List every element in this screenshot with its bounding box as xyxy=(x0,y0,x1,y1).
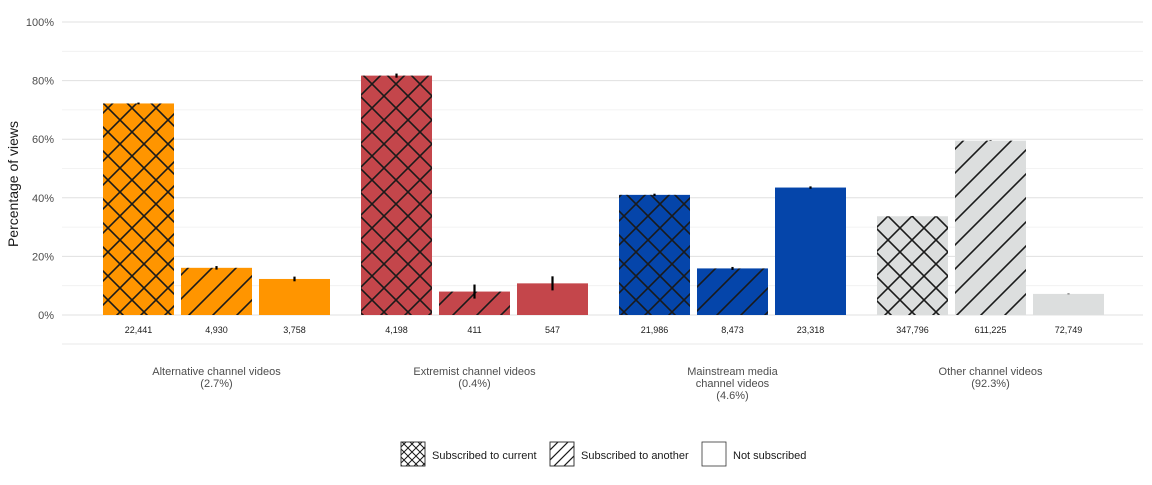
x-group-label: Alternative channel videos (2.7%) xyxy=(152,366,281,390)
bars xyxy=(103,73,1104,315)
bar-count-label: 4,198 xyxy=(385,325,408,335)
x-group-label: Mainstream media channel videos (4.6%) xyxy=(687,366,778,402)
bar-count-label: 411 xyxy=(467,325,481,335)
bar xyxy=(259,278,330,315)
legend-label: Subscribed to another xyxy=(581,450,689,462)
y-axis-title: Percentage of views xyxy=(5,121,21,247)
legend-label: Subscribed to current xyxy=(432,450,537,462)
y-tick-label: 60% xyxy=(32,134,54,146)
bar-count-label: 21,986 xyxy=(641,325,669,335)
bar-count-label: 8,473 xyxy=(721,325,744,335)
bar-count-label: 547 xyxy=(545,325,560,335)
x-group-label: Other channel videos (92.3%) xyxy=(939,366,1043,390)
bar xyxy=(775,187,846,315)
x-group-label: Extremist channel videos (0.4%) xyxy=(413,366,536,390)
bar-pattern xyxy=(619,194,690,315)
y-tick-label: 20% xyxy=(32,251,54,263)
y-tick-label: 80% xyxy=(32,76,54,88)
y-tick-label: 0% xyxy=(38,310,54,322)
bar-count-label: 611,225 xyxy=(975,325,1007,335)
gridlines xyxy=(62,21,1143,345)
y-tick-label: 40% xyxy=(32,193,54,205)
bar-pattern xyxy=(697,268,768,315)
bar-pattern xyxy=(361,75,432,315)
x-axis: Alternative channel videos (2.7%) Extremis… xyxy=(152,366,1043,402)
legend: Subscribed to current Subscribed to anoth… xyxy=(400,441,806,467)
legend-swatch xyxy=(701,441,727,467)
legend-swatch-pattern xyxy=(549,441,575,467)
bar-pattern xyxy=(877,216,948,315)
bar xyxy=(1033,293,1104,315)
bar-count-label: 23,318 xyxy=(797,325,825,335)
bar-count-label: 22,441 xyxy=(125,325,153,335)
bar-pattern xyxy=(955,140,1026,315)
legend-swatch-pattern xyxy=(400,441,426,467)
legend-label: Not subscribed xyxy=(733,450,806,462)
bar-pattern xyxy=(103,103,174,315)
bar-count-label: 347,796 xyxy=(896,325,929,335)
y-axis: 0% 20% 40% 60% 80% 100% xyxy=(26,17,54,322)
y-tick-label: 100% xyxy=(26,17,54,29)
count-labels: 22,441 4,930 3,758 4,198 411 547 21,986 8,473 23… xyxy=(125,325,1083,335)
bar-pattern xyxy=(439,291,510,315)
bar-count-label: 4,930 xyxy=(205,325,228,335)
bar-count-label: 72,749 xyxy=(1055,325,1083,335)
bar-pattern xyxy=(181,267,252,315)
bar-count-label: 3,758 xyxy=(283,325,306,335)
